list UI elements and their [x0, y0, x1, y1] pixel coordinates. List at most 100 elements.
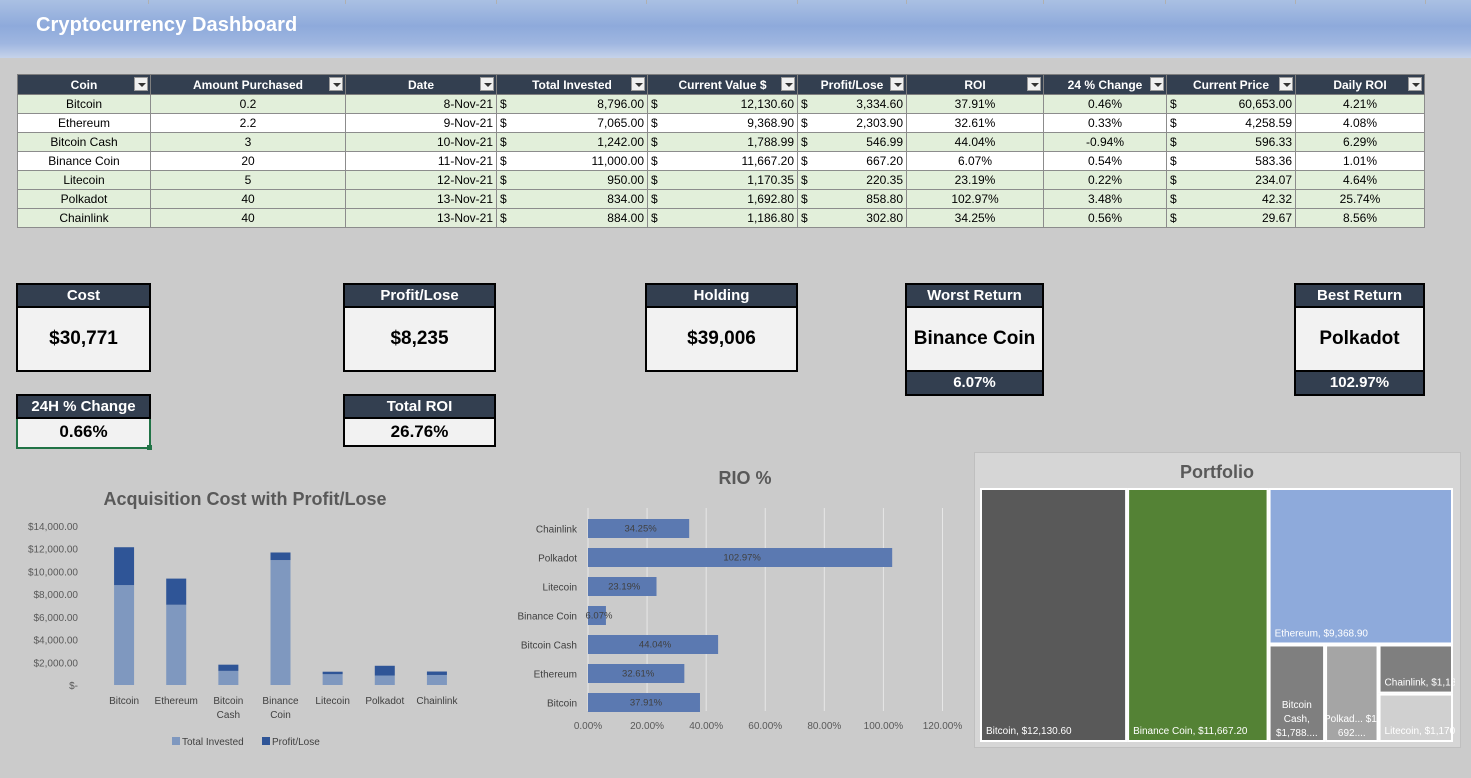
- cell-total-invested[interactable]: $884.00: [496, 208, 648, 228]
- filter-dropdown-icon[interactable]: [890, 77, 904, 91]
- cell-total-invested[interactable]: $8,796.00: [496, 94, 648, 114]
- table-row[interactable]: Litecoin 5 12-Nov-21 $950.00 $1,170.35 $220.3…: [17, 170, 1425, 190]
- cell-daily-roi[interactable]: 4.08%: [1295, 113, 1425, 133]
- cell-current-price[interactable]: $234.07: [1166, 170, 1296, 190]
- cell-date[interactable]: 13-Nov-21: [345, 189, 497, 209]
- portfolio-treemap[interactable]: Bitcoin, $12,130.60 Binance Coin, $11,667…: [980, 488, 1455, 744]
- roi-bar-chart[interactable]: 0.00% 20.00% 40.00% 60.00% 80.00% 100.00% 120.…: [500, 500, 980, 740]
- cell-current-price[interactable]: $596.33: [1166, 132, 1296, 152]
- filter-dropdown-icon[interactable]: [631, 77, 645, 91]
- cell-coin[interactable]: Polkadot: [17, 189, 151, 209]
- column-header-invested[interactable]: Total Invested: [496, 74, 648, 95]
- cell-date[interactable]: 13-Nov-21: [345, 208, 497, 228]
- cell-current-value[interactable]: $9,368.90: [647, 113, 798, 133]
- table-row[interactable]: Bitcoin 0.2 8-Nov-21 $8,796.00 $12,130.60 $3,…: [17, 94, 1425, 114]
- cell-current-price[interactable]: $583.36: [1166, 151, 1296, 171]
- column-header-roi[interactable]: ROI: [906, 74, 1044, 95]
- table-row[interactable]: Chainlink 40 13-Nov-21 $884.00 $1,186.80 $302…: [17, 208, 1425, 228]
- column-header-profit[interactable]: Profit/Lose: [797, 74, 907, 95]
- cell-roi[interactable]: 44.04%: [906, 132, 1044, 152]
- cell-date[interactable]: 11-Nov-21: [345, 151, 497, 171]
- cell-date[interactable]: 10-Nov-21: [345, 132, 497, 152]
- cell-current-value[interactable]: $11,667.20: [647, 151, 798, 171]
- cell-amount[interactable]: 40: [150, 189, 346, 209]
- cell-24h-change[interactable]: 3.48%: [1043, 189, 1167, 209]
- table-row[interactable]: Binance Coin 20 11-Nov-21 $11,000.00 $11,667…: [17, 151, 1425, 171]
- cell-current-value[interactable]: $1,788.99: [647, 132, 798, 152]
- cell-current-value[interactable]: $1,692.80: [647, 189, 798, 209]
- cell-current-price[interactable]: $42.32: [1166, 189, 1296, 209]
- column-header-price[interactable]: Current Price: [1166, 74, 1296, 95]
- cell-24h-change[interactable]: 0.22%: [1043, 170, 1167, 190]
- cell-profit[interactable]: $546.99: [797, 132, 907, 152]
- cell-profit[interactable]: $667.20: [797, 151, 907, 171]
- cell-daily-roi[interactable]: 6.29%: [1295, 132, 1425, 152]
- cell-24h-change[interactable]: 0.56%: [1043, 208, 1167, 228]
- cell-amount[interactable]: 20: [150, 151, 346, 171]
- column-header-value[interactable]: Current Value $: [647, 74, 798, 95]
- cell-24h-change[interactable]: 0.46%: [1043, 94, 1167, 114]
- cell-profit[interactable]: $3,334.60: [797, 94, 907, 114]
- cell-amount[interactable]: 2.2: [150, 113, 346, 133]
- cell-daily-roi[interactable]: 25.74%: [1295, 189, 1425, 209]
- filter-dropdown-icon[interactable]: [329, 77, 343, 91]
- filter-dropdown-icon[interactable]: [1150, 77, 1164, 91]
- cell-roi[interactable]: 32.61%: [906, 113, 1044, 133]
- cell-total-invested[interactable]: $7,065.00: [496, 113, 648, 133]
- column-header-coin[interactable]: Coin: [17, 74, 151, 95]
- cell-roi[interactable]: 6.07%: [906, 151, 1044, 171]
- cell-daily-roi[interactable]: 1.01%: [1295, 151, 1425, 171]
- table-row[interactable]: Ethereum 2.2 9-Nov-21 $7,065.00 $9,368.90 $2,…: [17, 113, 1425, 133]
- column-header-daily-roi[interactable]: Daily ROI: [1295, 74, 1425, 95]
- cell-coin[interactable]: Litecoin: [17, 170, 151, 190]
- cell-daily-roi[interactable]: 4.21%: [1295, 94, 1425, 114]
- cell-coin[interactable]: Chainlink: [17, 208, 151, 228]
- filter-dropdown-icon[interactable]: [1408, 77, 1422, 91]
- column-header-amount[interactable]: Amount Purchased: [150, 74, 346, 95]
- acquisition-cost-chart[interactable]: $- $2,000.00 $4,000.00 $6,000.00 $8,000.00 $1…: [0, 515, 480, 755]
- cell-amount[interactable]: 3: [150, 132, 346, 152]
- column-header-date[interactable]: Date: [345, 74, 497, 95]
- cell-profit[interactable]: $2,303.90: [797, 113, 907, 133]
- filter-dropdown-icon[interactable]: [134, 77, 148, 91]
- cell-profit[interactable]: $858.80: [797, 189, 907, 209]
- filter-dropdown-icon[interactable]: [781, 77, 795, 91]
- cell-daily-roi[interactable]: 4.64%: [1295, 170, 1425, 190]
- cell-current-price[interactable]: $4,258.59: [1166, 113, 1296, 133]
- cell-date[interactable]: 8-Nov-21: [345, 94, 497, 114]
- cell-profit[interactable]: $220.35: [797, 170, 907, 190]
- table-row[interactable]: Bitcoin Cash 3 10-Nov-21 $1,242.00 $1,788.99…: [17, 132, 1425, 152]
- cell-coin[interactable]: Bitcoin: [17, 94, 151, 114]
- cell-roi[interactable]: 34.25%: [906, 208, 1044, 228]
- column-header-24h-change[interactable]: 24 % Change: [1043, 74, 1167, 95]
- cell-24h-change[interactable]: 0.54%: [1043, 151, 1167, 171]
- cell-date[interactable]: 12-Nov-21: [345, 170, 497, 190]
- cell-fill-handle[interactable]: [147, 445, 152, 450]
- cell-24h-change[interactable]: 0.33%: [1043, 113, 1167, 133]
- cell-roi[interactable]: 23.19%: [906, 170, 1044, 190]
- cell-amount[interactable]: 40: [150, 208, 346, 228]
- cell-daily-roi[interactable]: 8.56%: [1295, 208, 1425, 228]
- cell-current-value[interactable]: $1,170.35: [647, 170, 798, 190]
- cell-current-value[interactable]: $1,186.80: [647, 208, 798, 228]
- kpi-24h-change-value[interactable]: 0.66%: [16, 419, 151, 449]
- cell-coin[interactable]: Ethereum: [17, 113, 151, 133]
- cell-24h-change[interactable]: -0.94%: [1043, 132, 1167, 152]
- filter-dropdown-icon[interactable]: [480, 77, 494, 91]
- cell-amount[interactable]: 5: [150, 170, 346, 190]
- cell-total-invested[interactable]: $834.00: [496, 189, 648, 209]
- cell-total-invested[interactable]: $1,242.00: [496, 132, 648, 152]
- table-row[interactable]: Polkadot 40 13-Nov-21 $834.00 $1,692.80 $858.…: [17, 189, 1425, 209]
- cell-amount[interactable]: 0.2: [150, 94, 346, 114]
- cell-roi[interactable]: 102.97%: [906, 189, 1044, 209]
- cell-current-value[interactable]: $12,130.60: [647, 94, 798, 114]
- cell-current-price[interactable]: $60,653.00: [1166, 94, 1296, 114]
- cell-roi[interactable]: 37.91%: [906, 94, 1044, 114]
- cell-coin[interactable]: Bitcoin Cash: [17, 132, 151, 152]
- filter-dropdown-icon[interactable]: [1279, 77, 1293, 91]
- cell-profit[interactable]: $302.80: [797, 208, 907, 228]
- filter-dropdown-icon[interactable]: [1027, 77, 1041, 91]
- cell-coin[interactable]: Binance Coin: [17, 151, 151, 171]
- cell-current-price[interactable]: $29.67: [1166, 208, 1296, 228]
- cell-total-invested[interactable]: $950.00: [496, 170, 648, 190]
